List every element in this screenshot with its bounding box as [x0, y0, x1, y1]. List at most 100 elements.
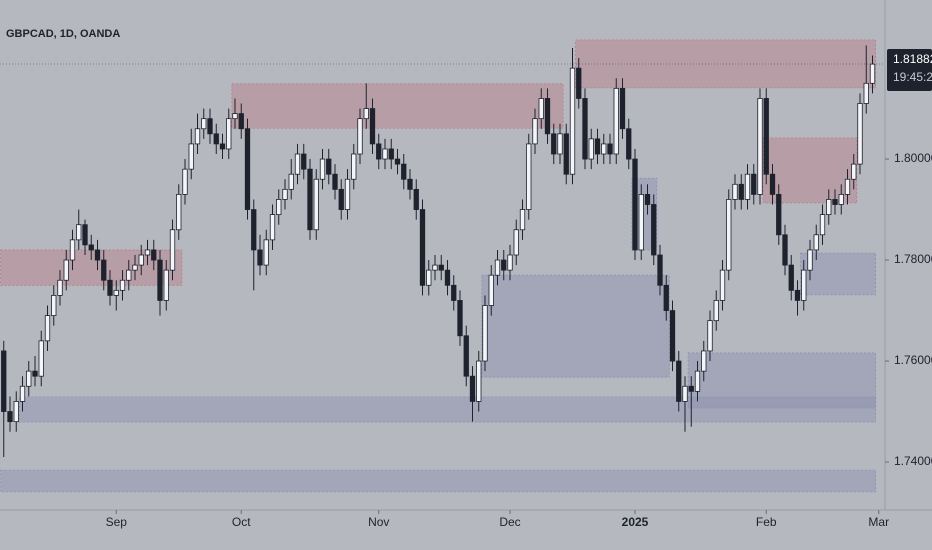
candle-body	[532, 118, 538, 145]
candle-body	[63, 259, 69, 281]
candle-body	[413, 188, 419, 210]
candle-body	[607, 143, 613, 155]
candle-body	[869, 63, 876, 84]
x-tick-label: 2025	[622, 515, 649, 529]
y-tick-label: 1.78000	[894, 252, 932, 266]
zone	[575, 39, 877, 89]
candle-body	[694, 370, 701, 392]
candle-body	[388, 148, 394, 160]
candle-body	[682, 385, 688, 402]
candle-body	[394, 158, 401, 165]
candle-body	[863, 82, 869, 104]
candle-body	[594, 138, 601, 155]
candle-body	[563, 133, 569, 175]
candle-body	[813, 234, 819, 251]
candle-body	[319, 158, 326, 180]
candle-body	[582, 98, 588, 160]
candle-body	[144, 249, 151, 256]
candle-body	[751, 173, 757, 195]
candle-body	[119, 279, 126, 291]
candle-body	[438, 264, 444, 271]
candle-body	[151, 249, 157, 261]
candle-body	[226, 118, 232, 150]
candle-body	[707, 320, 713, 352]
candle-body	[207, 118, 213, 135]
candle-body	[157, 259, 163, 301]
y-tick-label: 1.80000	[894, 151, 932, 165]
candle-body	[557, 133, 563, 155]
candle-body	[419, 209, 426, 286]
candle-body	[288, 173, 294, 190]
candle-body	[601, 143, 607, 155]
y-tick-label: 1.76000	[894, 353, 932, 367]
candle-body	[432, 264, 438, 271]
candle-body	[94, 249, 101, 261]
candle-body	[782, 234, 788, 266]
x-tick-label: Oct	[232, 515, 251, 529]
countdown-label: 19:45:20	[893, 70, 932, 84]
candle-body	[7, 411, 13, 423]
candle-body	[626, 128, 632, 160]
x-tick-label: Nov	[368, 515, 389, 529]
last-price-label: 1.81882	[893, 52, 932, 66]
candle-body	[838, 194, 844, 205]
zone	[800, 252, 877, 296]
candle-body	[788, 264, 794, 291]
candle-body	[507, 254, 513, 271]
candle-body	[519, 209, 526, 231]
candle-body	[588, 138, 594, 160]
candle-body	[219, 143, 226, 150]
candle-body	[101, 259, 107, 281]
candle-body	[194, 128, 201, 145]
candle-body	[663, 284, 669, 311]
candle-body	[651, 204, 657, 256]
candle-body	[107, 279, 113, 296]
candle-body	[338, 188, 344, 210]
candle-body	[38, 340, 44, 377]
candle-body	[232, 113, 238, 120]
candle-body	[644, 194, 651, 205]
candle-body	[138, 254, 144, 266]
candle-body	[126, 269, 132, 281]
candle-body	[538, 98, 544, 120]
candle-body	[326, 158, 332, 175]
candle-body	[32, 370, 38, 377]
candle-body	[1, 350, 7, 412]
candle-body	[269, 214, 276, 241]
candle-body	[344, 178, 351, 210]
zone	[0, 469, 877, 493]
candle-body	[88, 244, 94, 251]
candle-body	[301, 153, 307, 170]
candle-body	[69, 239, 76, 261]
candle-body	[844, 178, 851, 195]
candle-body	[476, 360, 482, 402]
candle-body	[363, 108, 369, 120]
candle-body	[457, 300, 463, 337]
candle-body	[613, 87, 619, 155]
candle-body	[851, 163, 857, 180]
candle-body	[669, 310, 676, 362]
candle-body	[376, 143, 382, 160]
candle-body	[688, 385, 694, 392]
candle-body	[351, 153, 357, 180]
candle-body	[763, 98, 769, 175]
candle-body	[719, 269, 726, 301]
candle-body	[213, 133, 219, 145]
candle-body	[576, 67, 582, 99]
candle-body	[744, 173, 751, 200]
candle-body	[451, 284, 457, 301]
candle-body	[463, 335, 469, 377]
candle-body	[26, 370, 32, 387]
chart-title: GBPCAD, 1D, OANDA	[6, 28, 120, 40]
x-tick-label: Mar	[868, 515, 889, 529]
candle-body	[332, 173, 338, 190]
candle-body	[726, 199, 732, 271]
candle-body	[713, 300, 719, 322]
candle-body	[794, 289, 801, 301]
candle-body	[732, 183, 738, 200]
candle-body	[482, 305, 488, 362]
candle-body	[163, 269, 169, 301]
candle-body	[819, 214, 826, 236]
